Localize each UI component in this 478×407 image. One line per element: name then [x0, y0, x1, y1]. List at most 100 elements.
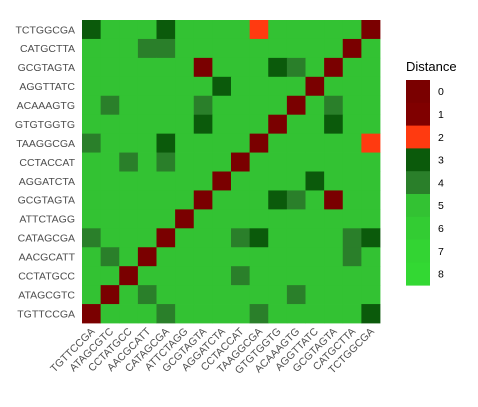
heatmap-cell	[231, 209, 251, 229]
heatmap-cell	[119, 209, 139, 229]
heatmap-cell	[100, 95, 120, 116]
row-label: TCTGGCGA	[16, 24, 76, 36]
heatmap-cell	[342, 247, 362, 267]
heatmap-cell	[82, 285, 102, 305]
heatmap-cell	[175, 285, 195, 305]
heatmap-cell	[137, 20, 157, 40]
heatmap-cell	[156, 114, 176, 135]
heatmap-cell	[361, 38, 381, 59]
legend-label: 3	[438, 155, 444, 167]
heatmap-cell	[361, 209, 381, 229]
heatmap-cell	[137, 209, 157, 229]
heatmap-cell	[156, 285, 176, 305]
heatmap-cell	[193, 133, 213, 153]
row-label: GCGTAGTA	[18, 195, 75, 207]
heatmap-cell	[119, 304, 139, 324]
heatmap-cell	[212, 133, 232, 153]
heatmap-cell	[324, 38, 344, 59]
heatmap-cell	[193, 228, 213, 248]
heatmap-cell	[119, 38, 139, 59]
heatmap-cell	[342, 133, 362, 153]
heatmap-cell	[193, 304, 213, 324]
heatmap-cell	[175, 209, 195, 229]
heatmap-cell	[268, 114, 288, 135]
heatmap-cell	[342, 76, 362, 97]
heatmap-cell	[324, 304, 344, 324]
heatmap-cell	[342, 266, 362, 286]
heatmap-cell	[137, 228, 157, 248]
heatmap-cell	[268, 95, 288, 116]
heatmap-cell	[156, 247, 176, 267]
heatmap-cell	[231, 285, 251, 305]
heatmap-cell	[268, 171, 288, 191]
heatmap-cell	[82, 266, 102, 286]
heatmap-cell	[324, 285, 344, 305]
heatmap-cell	[361, 20, 381, 40]
heatmap-cell	[324, 247, 344, 267]
heatmap-cell	[119, 171, 139, 191]
heatmap-cell	[100, 133, 120, 153]
heatmap-cell	[286, 57, 306, 78]
heatmap-cell	[137, 171, 157, 191]
heatmap-cells	[82, 20, 381, 324]
heatmap-cell	[212, 95, 232, 116]
heatmap-cell	[175, 304, 195, 324]
heatmap-cell	[231, 114, 251, 135]
heatmap-cell	[361, 95, 381, 116]
row-label: ACAAAGTG	[17, 100, 75, 112]
heatmap-cell	[361, 247, 381, 267]
heatmap-cell	[268, 133, 288, 153]
heatmap-cell	[361, 190, 381, 210]
heatmap-cell	[249, 171, 269, 191]
legend-items: 0 1 2 3 4 5 6 7 8	[406, 80, 444, 286]
heatmap-cell	[100, 152, 120, 172]
heatmap-cell	[342, 57, 362, 78]
heatmap-cell	[100, 285, 120, 305]
heatmap-cell	[249, 76, 269, 97]
heatmap-cell	[249, 304, 269, 324]
heatmap-cell	[305, 152, 325, 172]
heatmap-cell	[305, 57, 325, 78]
heatmap-cell	[100, 304, 120, 324]
heatmap-cell	[119, 133, 139, 153]
heatmap-cell	[324, 209, 344, 229]
heatmap-cell	[193, 57, 213, 78]
heatmap-cell	[156, 38, 176, 59]
heatmap-cell	[268, 304, 288, 324]
row-label: GTGTGGTG	[15, 119, 75, 131]
row-label: TAAGGCGA	[16, 138, 75, 150]
heatmap-cell	[212, 171, 232, 191]
heatmap-cell	[324, 133, 344, 153]
heatmap-cell	[268, 266, 288, 286]
row-label: ATTCTAGG	[19, 214, 75, 226]
heatmap-cell	[193, 95, 213, 116]
legend-swatch	[406, 262, 430, 286]
heatmap-cell	[212, 247, 232, 267]
legend-title: Distance	[406, 59, 457, 74]
heatmap-cell	[286, 209, 306, 229]
heatmap-cell	[156, 209, 176, 229]
heatmap-cell	[342, 95, 362, 116]
legend-swatch	[406, 80, 430, 104]
heatmap-cell	[342, 190, 362, 210]
heatmap-cell	[305, 95, 325, 116]
heatmap-cell	[175, 171, 195, 191]
heatmap-cell	[193, 266, 213, 286]
legend-swatch	[406, 102, 430, 126]
heatmap-cell	[268, 228, 288, 248]
heatmap-cell	[249, 228, 269, 248]
heatmap-cell	[249, 57, 269, 78]
row-labels: TCTGGCGA CATGCTTA GCGTAGTA AGGTTATC ACAAAGTG…	[15, 24, 76, 320]
heatmap-cell	[137, 152, 157, 172]
heatmap-cell	[212, 76, 232, 97]
heatmap-cell	[175, 266, 195, 286]
heatmap-cell	[212, 20, 232, 40]
heatmap-cell	[137, 133, 157, 153]
heatmap-cell	[342, 285, 362, 305]
heatmap-cell	[100, 76, 120, 97]
heatmap-cell	[137, 114, 157, 135]
heatmap-cell	[268, 190, 288, 210]
row-label: TGTTCCGA	[17, 308, 75, 320]
heatmap-cell	[231, 38, 251, 59]
legend-swatch	[406, 171, 430, 195]
